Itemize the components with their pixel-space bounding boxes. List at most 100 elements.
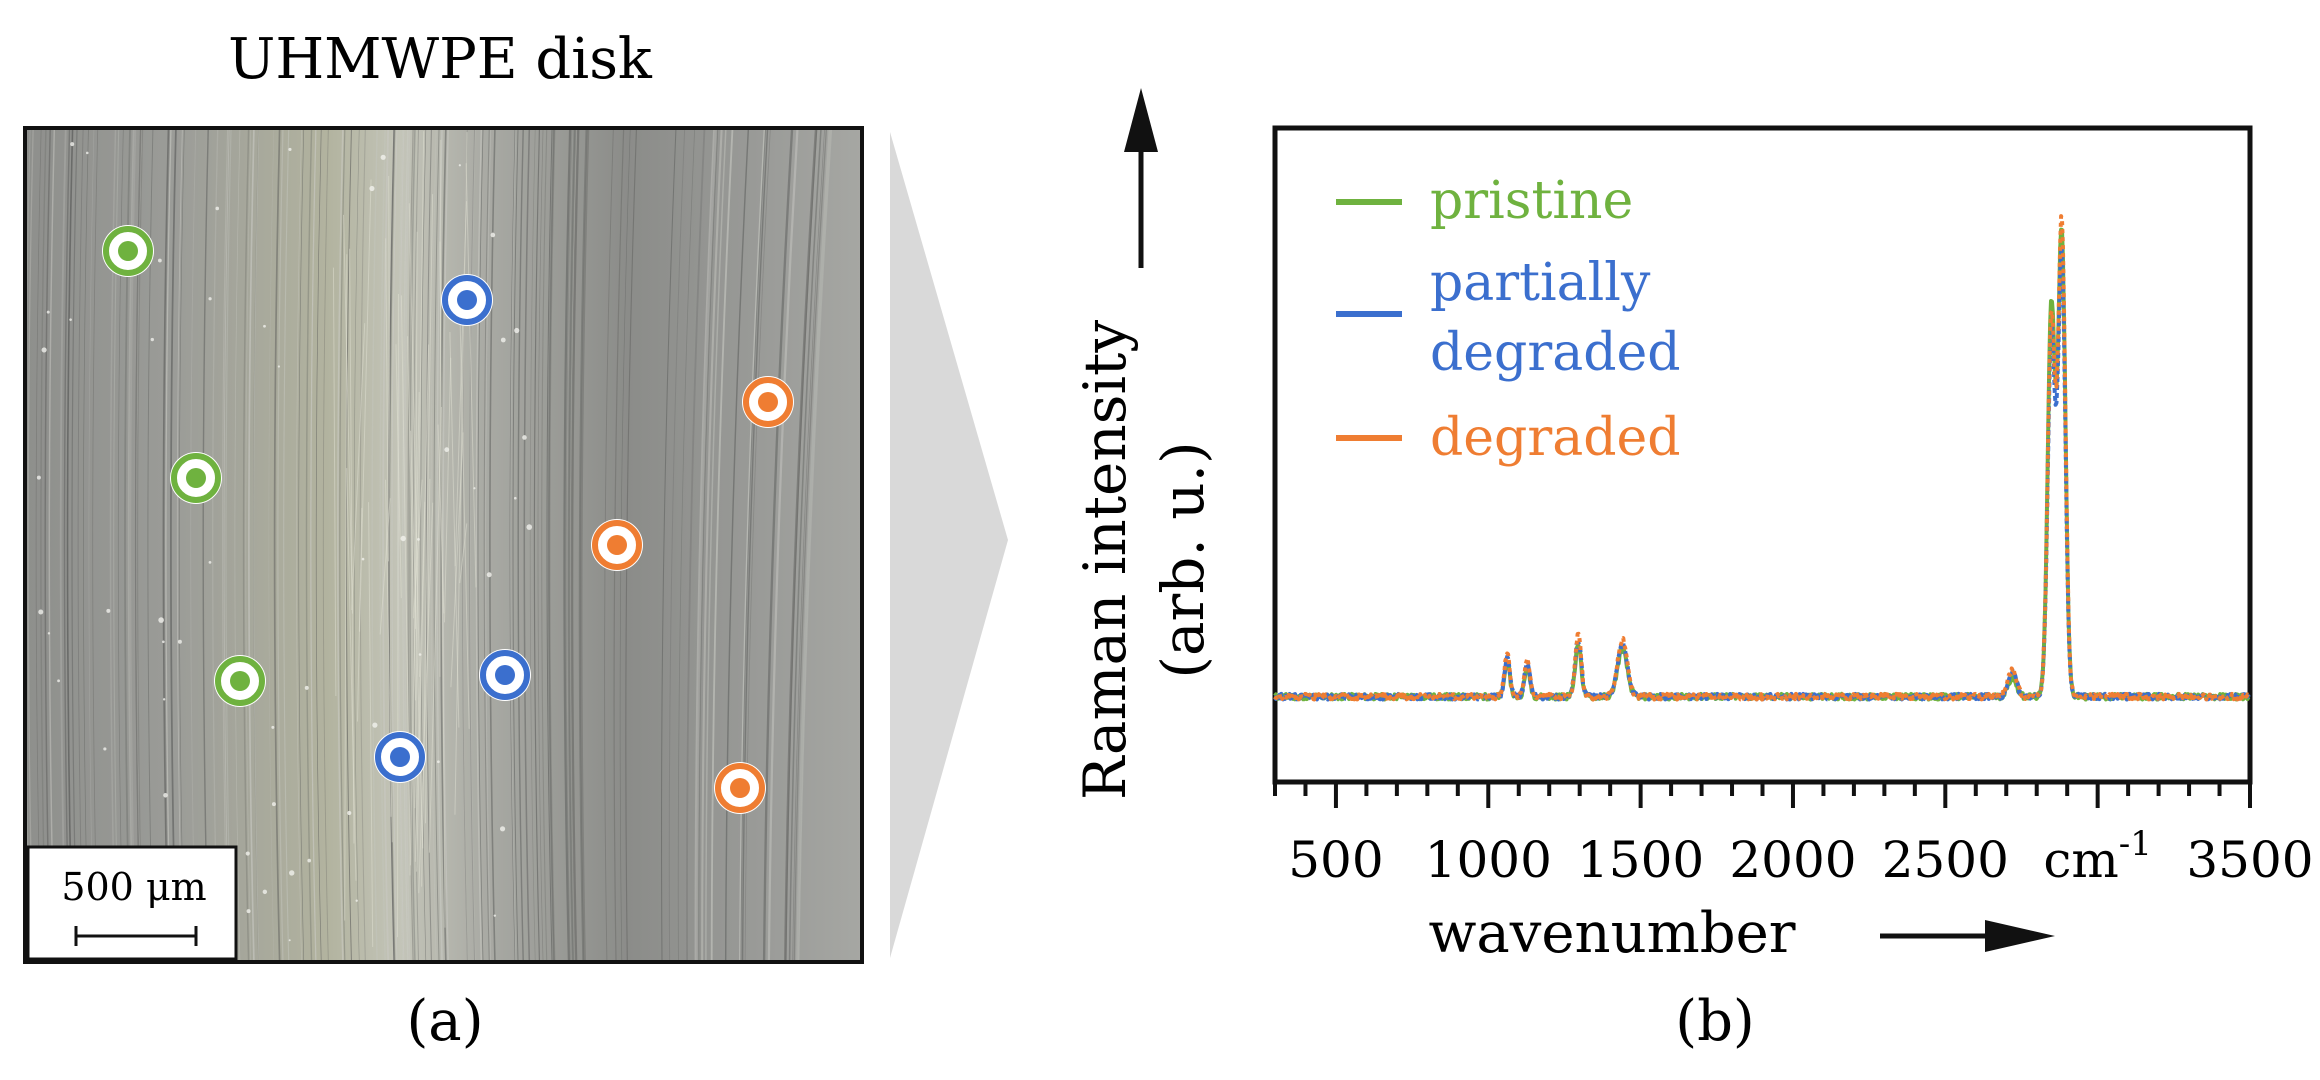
legend: pristine partially degraded degraded <box>1336 171 1681 468</box>
surface-speck <box>304 685 309 690</box>
surface-speck <box>208 297 212 301</box>
surface-wear-line <box>344 254 348 921</box>
surface-wear-line <box>379 498 391 635</box>
surface-wear-line <box>741 129 769 961</box>
surface-wear-line <box>548 129 556 961</box>
surface-wear-line <box>461 129 468 961</box>
surface-wear-line <box>349 248 355 844</box>
surface-speck <box>36 475 41 480</box>
marker-partially-degraded <box>374 731 426 783</box>
marker-dot <box>186 468 206 488</box>
surface-speck <box>288 147 292 152</box>
surface-wear-line <box>788 129 822 961</box>
disk-image-frame <box>23 126 864 964</box>
surface-wear-line <box>784 129 818 961</box>
panel-a-title: UHMWPE disk <box>228 27 653 92</box>
surface-wear-line <box>459 523 468 584</box>
y-axis-label-line2: (arb. u.) <box>1149 441 1217 678</box>
surface-speck <box>372 722 378 728</box>
surface-wear-line <box>339 129 346 961</box>
surface-wear-line <box>428 406 442 853</box>
surface-wear-line <box>798 129 833 961</box>
surface-wear-line <box>565 129 573 961</box>
surface-wear-line <box>785 129 818 961</box>
surface-wear-line <box>332 267 337 697</box>
surface-wear-line <box>165 129 172 961</box>
surface-wear-line <box>353 129 360 961</box>
surface-wear-line <box>277 129 284 961</box>
surface-speck <box>490 232 496 238</box>
y-axis-label-line1: Raman intensity <box>1071 320 1139 800</box>
surface-wear-line <box>403 129 411 961</box>
marker-pristine <box>102 225 154 277</box>
surface-wear-line <box>740 129 767 961</box>
surface-wear-line <box>744 129 771 961</box>
surface-wear-line <box>697 129 719 961</box>
surface-wear-line <box>253 129 260 961</box>
surface-wear-line <box>421 194 434 887</box>
marker-ring-color <box>592 520 642 570</box>
surface-wear-line <box>416 344 430 872</box>
surface-wear-line <box>578 129 588 961</box>
marker-ring-color <box>103 226 153 276</box>
surface-wear-line <box>454 132 468 815</box>
surface-speck <box>177 639 182 644</box>
surface-wear-line <box>368 502 374 947</box>
surface-speck <box>473 487 476 490</box>
surface-wear-line <box>461 129 468 961</box>
surface-wear-line <box>71 129 78 961</box>
surface-wear-line <box>170 129 177 961</box>
surface-wear-line <box>77 129 84 961</box>
surface-wear-line <box>537 129 544 961</box>
surface-wear-line <box>190 129 197 961</box>
surface-wear-line <box>696 129 718 961</box>
surface-speck <box>400 535 406 542</box>
x-tick-label: 2000 <box>1729 831 1856 889</box>
marker-dot <box>495 665 515 685</box>
surface-wear-line <box>533 129 540 961</box>
surface-wear-line <box>439 241 446 928</box>
surface-wear-line <box>59 129 67 961</box>
surface-speck <box>513 496 517 500</box>
scale-bar-box <box>26 845 238 961</box>
surface-speck <box>271 802 276 807</box>
surface-wear-line <box>661 129 677 961</box>
surface-wear-line <box>477 129 484 961</box>
surface-wear-line <box>509 129 516 961</box>
surface-wear-line <box>223 129 230 961</box>
marker-ring-color <box>442 275 492 325</box>
x-unit-exponent: -1 <box>2119 824 2152 864</box>
surface-wear-line <box>385 479 393 843</box>
marker-ring-color <box>375 732 425 782</box>
surface-wear-line <box>164 129 171 961</box>
surface-wear-line <box>35 129 42 961</box>
marker-pristine <box>170 452 222 504</box>
surface-wear-line <box>382 129 389 961</box>
x-tick-label: 3500 <box>2186 831 2313 889</box>
surface-speck <box>106 608 111 613</box>
marker-ring-color <box>171 453 221 503</box>
spectrum-pristine <box>1273 227 2251 702</box>
marker-ring-color <box>215 656 265 706</box>
surface-wear-line <box>165 129 172 961</box>
marker-degraded <box>742 376 794 428</box>
marker-dot <box>118 241 138 261</box>
surface-speck <box>262 889 268 895</box>
surface-speck <box>46 310 50 314</box>
surface-wear-line <box>234 129 241 961</box>
disk-micrograph <box>23 126 864 964</box>
plot-frame <box>1272 125 2253 785</box>
measurement-markers <box>102 225 794 814</box>
x-axis-ticks: 500 1000 1500 2000 2500 cm-1 3500 <box>1273 782 2314 889</box>
surface-wear-line <box>469 129 476 961</box>
surface-wear-line <box>458 291 470 729</box>
x-tick-label: 1500 <box>1577 831 1704 889</box>
surface-wear-line <box>563 129 572 961</box>
surface-wear-line <box>686 129 706 961</box>
surface-wear-line <box>92 129 99 961</box>
surface-wear-line <box>371 129 378 961</box>
surface-wear-line <box>450 432 464 688</box>
surface-speck <box>361 557 365 561</box>
surface-speck <box>522 435 527 440</box>
marker-ring-color <box>480 650 530 700</box>
